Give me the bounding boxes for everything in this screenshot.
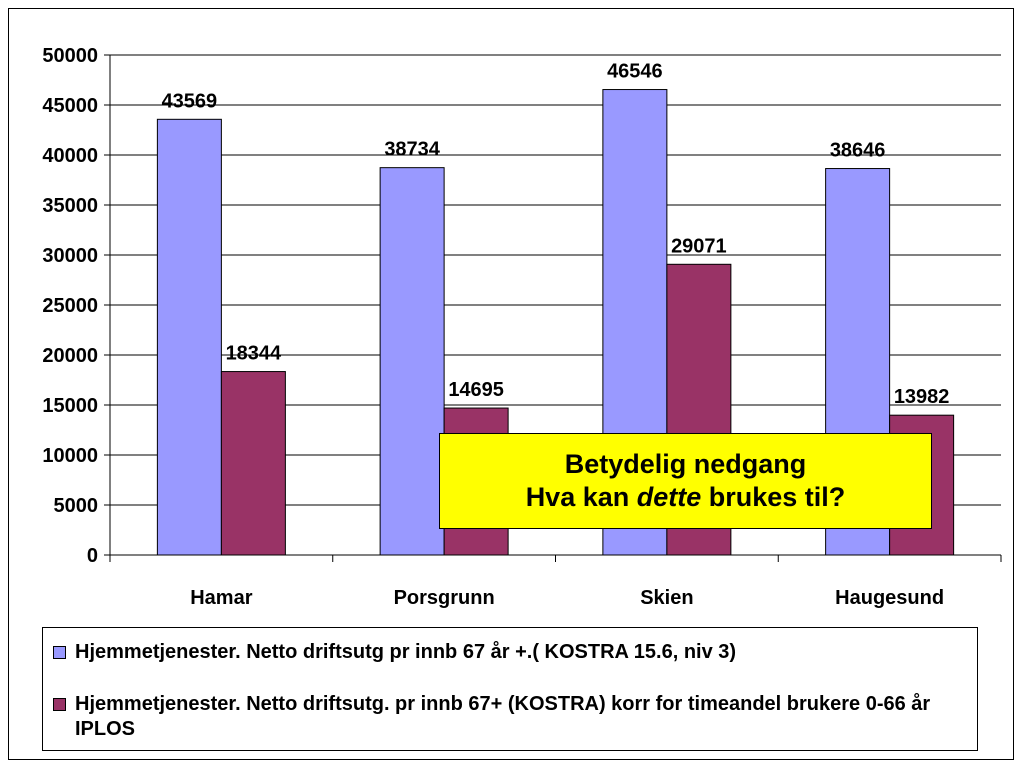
callout-line-1: Betydelig nedgang — [564, 449, 807, 479]
data-label-series-2: 29071 — [671, 235, 727, 257]
y-tick-label: 35000 — [42, 195, 98, 217]
bar-series-1 — [379, 167, 445, 556]
data-label-series-2: 18344 — [226, 343, 282, 365]
y-tick-label: 20000 — [42, 345, 98, 367]
data-label-series-1: 38734 — [384, 139, 440, 161]
y-tick-label: 10000 — [42, 445, 98, 467]
axes: 0 5000 10000 15000 20000 25000 30000 35000 40000… — [42, 45, 1002, 609]
data-label-series-2: 14695 — [448, 379, 504, 401]
data-label-series-1: 38646 — [830, 140, 886, 162]
data-label-series-1: 43569 — [162, 90, 218, 112]
callout-line-2-post: brukes til? — [701, 482, 846, 512]
callout-line-2-em: dette — [636, 482, 702, 512]
bar-series-2 — [220, 371, 286, 556]
y-tick-label: 50000 — [42, 45, 98, 67]
data-label-series-1: 46546 — [607, 61, 663, 83]
callout-line-2: Hva kan dette brukes til? — [440, 481, 931, 514]
callout-line-2-pre: Hva kan — [525, 482, 637, 512]
x-category-label: Haugesund — [835, 587, 944, 609]
y-tick-label: 25000 — [42, 295, 98, 317]
data-labels: 43569 18344 38734 14695 46546 29071 38646 13982 — [162, 61, 950, 409]
legend-label-series-2: Hjemmetjenester. Netto driftsutg. pr inn… — [75, 693, 931, 740]
legend-item-series-2: Hjemmetjenester. Netto driftsutg. pr inn… — [53, 692, 971, 742]
legend-label-series-1: Hjemmetjenester. Netto driftsutg pr innb… — [75, 641, 737, 663]
legend-swatch-series-1 — [53, 646, 66, 659]
x-category-label: Skien — [640, 587, 693, 609]
y-tick-label: 0 — [87, 545, 98, 567]
y-tick-label: 30000 — [42, 245, 98, 267]
y-tick-label: 40000 — [42, 145, 98, 167]
legend-item-series-1: Hjemmetjenester. Netto driftsutg pr innb… — [53, 640, 971, 665]
data-label-series-2: 13982 — [894, 386, 950, 408]
y-tick-label: 15000 — [42, 395, 98, 417]
x-category-label: Hamar — [190, 587, 252, 609]
legend-swatch-series-2 — [53, 698, 66, 711]
y-tick-label: 45000 — [42, 95, 98, 117]
bar-series-1 — [156, 118, 222, 556]
callout-box: Betydelig nedgang Hva kan dette brukes t… — [439, 433, 932, 529]
legend: Hjemmetjenester. Netto driftsutg pr innb… — [42, 627, 978, 751]
x-category-label: Porsgrunn — [394, 587, 495, 609]
y-tick-label: 5000 — [54, 495, 99, 517]
